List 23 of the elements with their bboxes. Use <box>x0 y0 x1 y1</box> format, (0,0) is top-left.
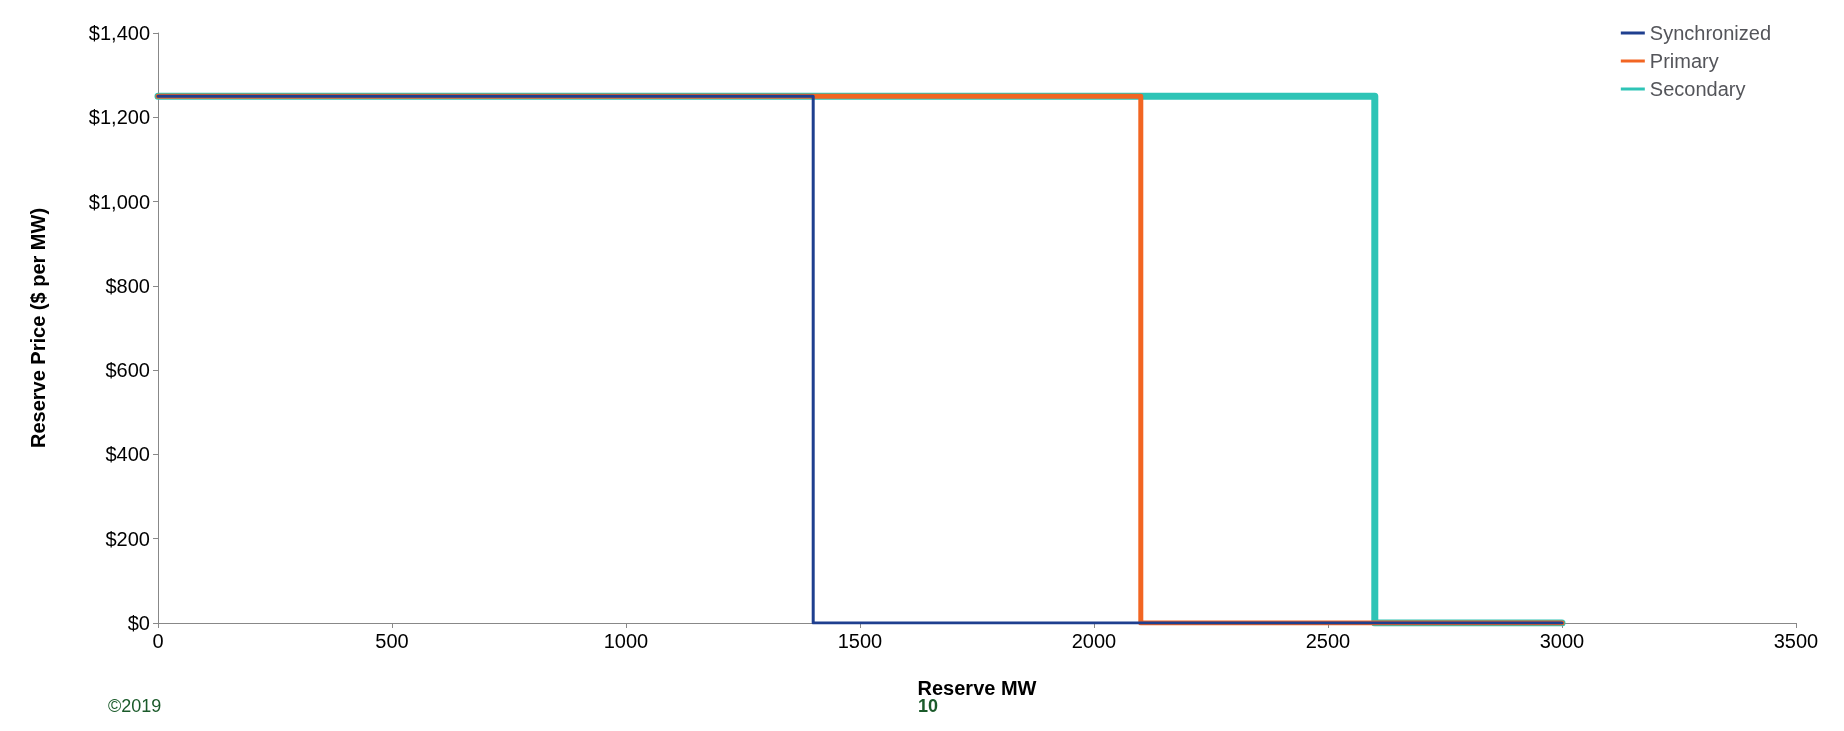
y-tick-label: $1,400 <box>88 22 150 44</box>
legend-label: Synchronized <box>1649 22 1772 44</box>
x-tick-label: 1000 <box>603 630 649 652</box>
x-tick-label: 2000 <box>1071 630 1117 652</box>
y-tick-label: $1,000 <box>88 190 150 213</box>
y-axis-title: Reserve Price ($ per MW) <box>27 207 49 449</box>
x-tick-label: 1500 <box>837 630 883 652</box>
x-tick-label: 500 <box>375 630 409 652</box>
y-tick-label: $200 <box>105 527 150 550</box>
x-tick-label: 0 <box>152 630 164 652</box>
y-tick-label: $0 <box>127 612 150 634</box>
legend-label: Primary <box>1649 50 1719 72</box>
text: ©2019 <box>108 696 162 716</box>
x-tick-label: 2500 <box>1305 630 1351 652</box>
y-tick-label: $600 <box>105 359 150 382</box>
x-axis-title: Reserve MW <box>917 677 1037 699</box>
x-tick-label: 3000 <box>1539 630 1585 652</box>
text: 10 <box>918 696 939 716</box>
y-tick-label: $400 <box>105 443 150 466</box>
x-tick-label: 3500 <box>1773 630 1819 652</box>
y-tick-label: $800 <box>105 274 150 297</box>
legend-label: Secondary <box>1649 78 1746 100</box>
y-tick-label: $1,200 <box>88 106 150 129</box>
